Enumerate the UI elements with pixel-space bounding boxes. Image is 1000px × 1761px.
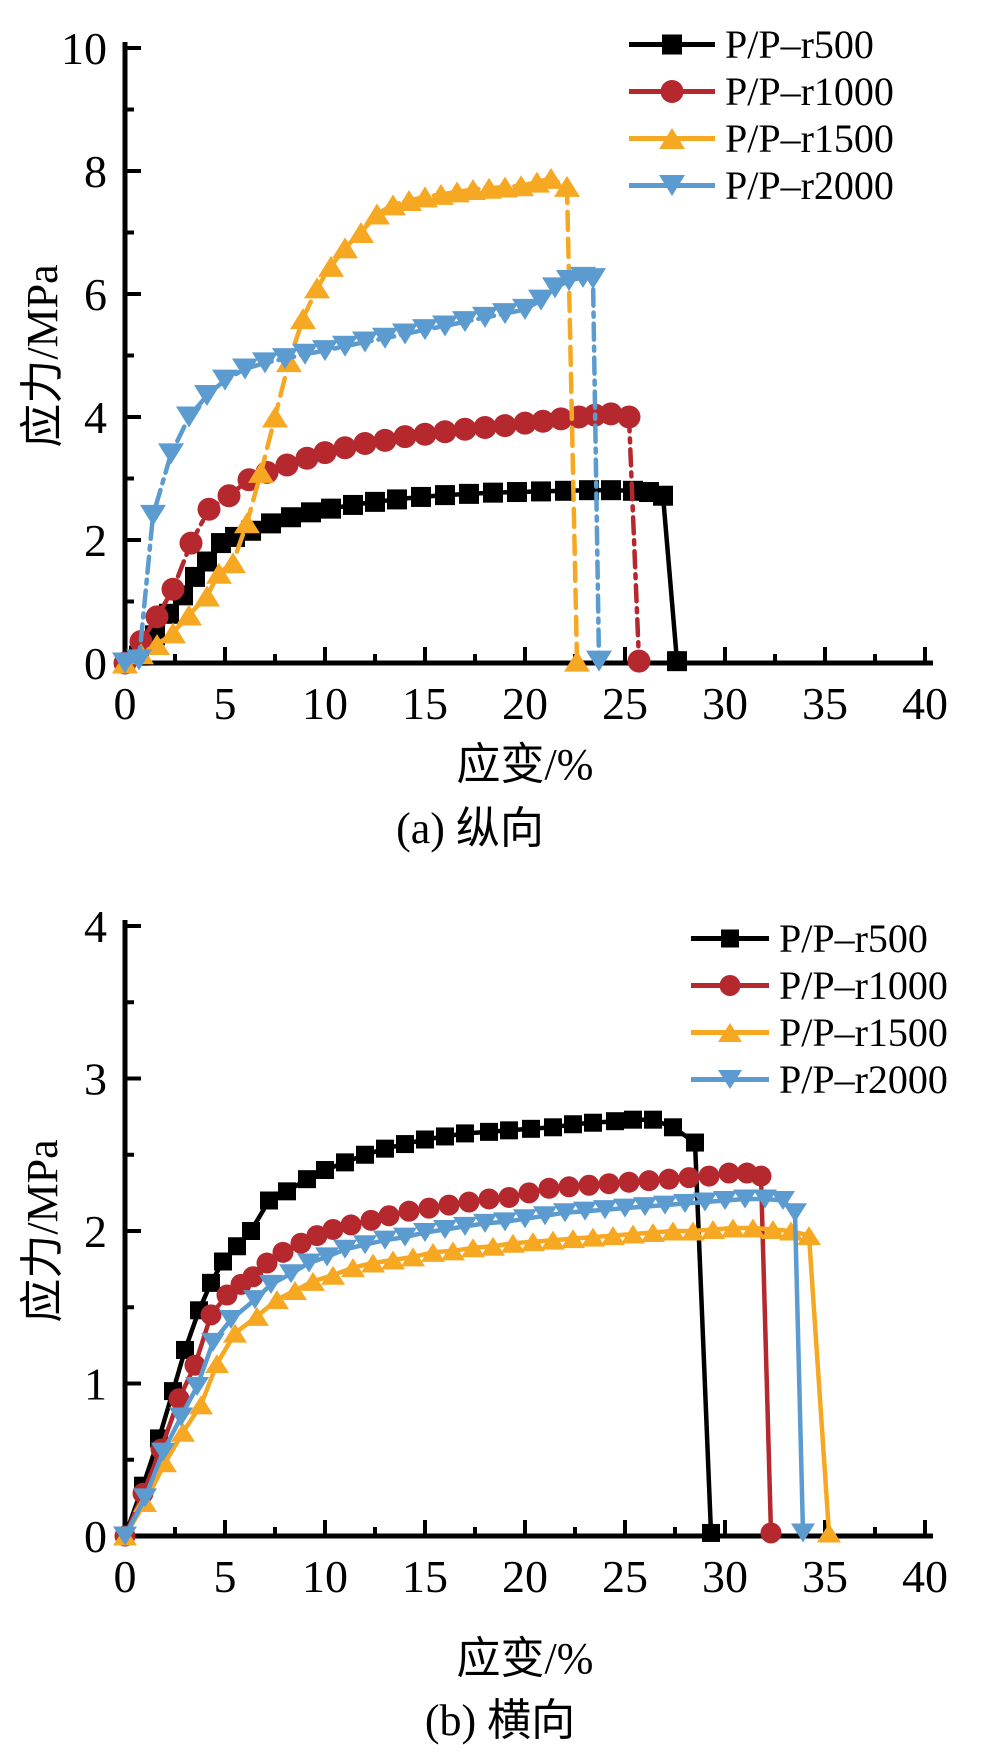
legend-label: P/P–r500	[779, 916, 928, 961]
chart-b-ylabel: 应力/MPa	[18, 1139, 67, 1323]
legend-item-r1000: P/P–r1000	[688, 962, 948, 1009]
legend-item-r500: P/P–r500	[688, 915, 948, 962]
chart-a-legend: P/P–r500 P/P–r1000 P/P–r1500 P/P–r2000	[626, 21, 894, 209]
svg-text:5: 5	[214, 678, 237, 729]
svg-text:5: 5	[214, 1551, 237, 1602]
legend-sample-icon	[629, 34, 715, 55]
svg-text:15: 15	[402, 1551, 448, 1602]
chart-b-legend: P/P–r500 P/P–r1000 P/P–r1500 P/P–r2000	[688, 915, 948, 1103]
svg-text:10: 10	[61, 23, 107, 74]
legend-item-r1500: P/P–r1500	[626, 115, 894, 162]
svg-text:0: 0	[84, 1511, 107, 1562]
svg-text:2: 2	[84, 1206, 107, 1257]
svg-text:30: 30	[702, 1551, 748, 1602]
svg-text:20: 20	[502, 678, 548, 729]
svg-text:1: 1	[84, 1359, 107, 1410]
legend-sample-icon	[691, 1070, 769, 1089]
chart-a-xlabel: 应变/%	[456, 740, 594, 789]
svg-text:15: 15	[402, 678, 448, 729]
legend-item-r1500: P/P–r1500	[688, 1009, 948, 1056]
svg-text:8: 8	[84, 146, 107, 197]
chart-b-caption: (b) 横向	[424, 1696, 576, 1745]
svg-text:0: 0	[114, 1551, 137, 1602]
legend-sample-icon	[691, 1023, 769, 1042]
legend-label: P/P–r2000	[779, 1057, 948, 1102]
chart-a-caption: (a) 纵向	[396, 804, 544, 853]
svg-text:10: 10	[302, 1551, 348, 1602]
legend-sample-icon	[629, 80, 715, 103]
svg-text:25: 25	[602, 1551, 648, 1602]
legend-sample-icon	[629, 175, 715, 196]
svg-text:40: 40	[902, 1551, 948, 1602]
chart-a-ylabel: 应力/MPa	[18, 264, 67, 448]
svg-text:10: 10	[302, 678, 348, 729]
svg-text:6: 6	[84, 269, 107, 320]
legend-label: P/P–r500	[725, 22, 874, 67]
svg-text:3: 3	[84, 1054, 107, 1105]
legend-label: P/P–r1000	[725, 69, 894, 114]
svg-text:0: 0	[114, 678, 137, 729]
legend-sample-icon	[691, 975, 769, 996]
legend-label: P/P–r2000	[725, 163, 894, 208]
svg-text:40: 40	[902, 678, 948, 729]
svg-text:30: 30	[702, 678, 748, 729]
svg-text:0: 0	[84, 638, 107, 689]
legend-label: P/P–r1000	[779, 963, 948, 1008]
legend-sample-icon	[691, 929, 769, 948]
svg-text:25: 25	[602, 678, 648, 729]
svg-text:35: 35	[802, 678, 848, 729]
chart-b-xlabel: 应变/%	[456, 1634, 594, 1683]
svg-text:4: 4	[84, 392, 107, 443]
legend-label: P/P–r1500	[725, 116, 894, 161]
legend-item-r2000: P/P–r2000	[688, 1056, 948, 1103]
svg-text:2: 2	[84, 515, 107, 566]
legend-label: P/P–r1500	[779, 1010, 948, 1055]
svg-text:4: 4	[84, 901, 107, 952]
svg-text:35: 35	[802, 1551, 848, 1602]
legend-item-r500: P/P–r500	[626, 21, 894, 68]
svg-text:20: 20	[502, 1551, 548, 1602]
legend-sample-icon	[629, 128, 715, 149]
legend-item-r2000: P/P–r2000	[626, 162, 894, 209]
legend-item-r1000: P/P–r1000	[626, 68, 894, 115]
